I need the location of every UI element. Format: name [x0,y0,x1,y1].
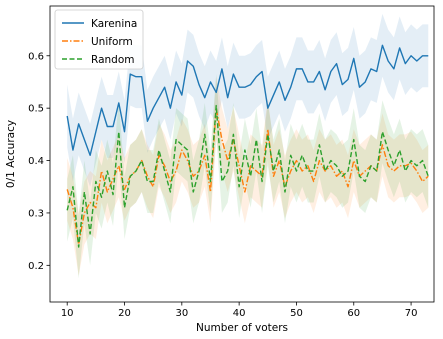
y-tick-label: 0.3 [28,208,44,219]
plot-frame [49,5,435,303]
x-axis-ticks: 10 20 30 40 50 60 70 [61,302,418,319]
legend-box [54,9,144,70]
band-karenina [67,13,429,187]
x-tick-label: 30 [175,308,188,319]
y-tick-label: 0.4 [28,156,44,167]
legend-label-karenina: Karenina [91,18,137,30]
y-axis-label: 0/1 Accuracy [5,120,17,188]
legend-label-random: Random [91,54,134,66]
x-tick-label: 40 [233,308,246,319]
series-line-karenina [66,44,429,157]
x-tick-label: 20 [118,308,131,319]
x-tick-label: 60 [347,308,360,319]
x-tick-label: 70 [405,308,418,319]
series-line-uniform [66,107,429,246]
y-tick-label: 0.6 [28,51,44,62]
x-axis-label: Number of voters [196,322,288,334]
x-tick-label: 50 [290,308,303,319]
legend: Karenina Uniform Random [54,9,144,70]
y-tick-label: 0.5 [28,104,44,115]
y-axis-ticks: 0.2 0.3 0.4 0.5 0.6 [28,51,50,272]
series-line-random [66,104,429,248]
y-tick-label: 0.2 [28,261,44,272]
legend-label-uniform: Uniform [91,36,133,48]
series-lines [66,44,429,248]
x-tick-label: 10 [61,308,74,319]
